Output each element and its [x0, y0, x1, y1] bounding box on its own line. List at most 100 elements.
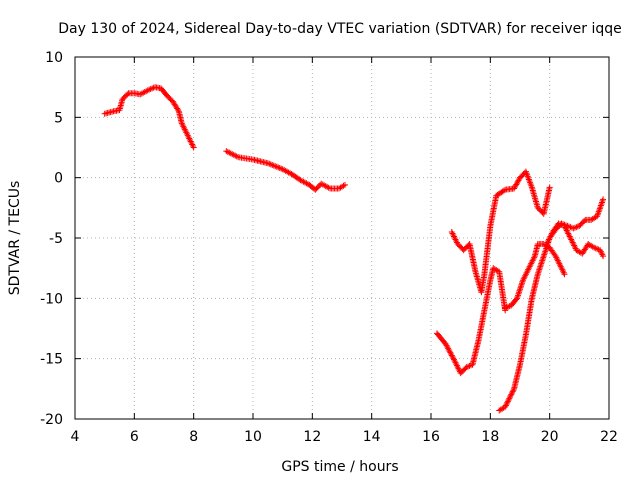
data-point	[515, 177, 522, 184]
data-point	[509, 390, 516, 397]
data-point	[449, 353, 456, 360]
data-point	[592, 245, 599, 252]
series-arc4	[448, 168, 553, 296]
data-point	[581, 218, 588, 225]
data-point	[507, 392, 514, 399]
data-point	[557, 221, 564, 228]
data-point	[567, 224, 574, 231]
data-point	[264, 160, 271, 167]
data-point	[233, 153, 240, 160]
y-tick-label: -10	[40, 291, 63, 307]
data-point	[594, 245, 601, 252]
data-point	[273, 163, 280, 170]
x-tick-label: 12	[303, 429, 321, 445]
data-point	[573, 224, 580, 231]
data-point	[502, 402, 509, 409]
data-point	[146, 86, 153, 93]
data-point	[514, 178, 521, 185]
data-point	[555, 220, 562, 227]
data-point	[561, 271, 568, 278]
data-point	[340, 182, 347, 189]
data-point	[269, 161, 276, 168]
x-tick-label: 10	[244, 429, 262, 445]
data-point	[446, 348, 453, 355]
data-point	[514, 180, 521, 187]
x-tick-label: 22	[600, 429, 618, 445]
data-point	[509, 388, 516, 395]
data-point	[450, 356, 457, 363]
data-point	[445, 345, 452, 352]
data-point	[447, 349, 454, 356]
chart-title: Day 130 of 2024, Sidereal Day-to-day VTE…	[58, 21, 622, 37]
data-point	[505, 303, 512, 310]
data-point	[266, 160, 273, 167]
data-point	[508, 391, 515, 398]
y-axis-label: SDTVAR / TECUs	[7, 181, 23, 296]
data-point	[448, 352, 455, 359]
data-point	[571, 224, 578, 231]
axes: 4 6 8 10 12 14 16 18 20 22 10 5 0 -5 -10 -15 -20	[40, 50, 618, 445]
data-point	[510, 387, 517, 394]
data-point	[448, 351, 455, 358]
data-point	[505, 396, 512, 403]
data-point	[504, 398, 511, 405]
data-point	[149, 85, 156, 92]
x-tick-label: 6	[130, 429, 139, 445]
data-point	[442, 341, 449, 348]
data-point	[267, 161, 274, 168]
data-point	[600, 196, 607, 203]
data-point	[463, 364, 470, 371]
data-point	[502, 403, 509, 410]
y-tick-label: 0	[54, 171, 63, 187]
data-point	[272, 163, 279, 170]
data-point	[570, 225, 577, 232]
data-point	[174, 106, 181, 113]
y-tick-label: 10	[45, 50, 63, 66]
x-tick-label: 20	[541, 429, 559, 445]
data-point	[325, 184, 332, 191]
series-arc2	[223, 148, 348, 193]
data-point	[270, 162, 277, 169]
series-arc7	[543, 220, 607, 260]
series-arc1	[101, 84, 197, 151]
data-point	[546, 184, 553, 191]
y-tick-label: -5	[49, 231, 63, 247]
data-point	[445, 346, 452, 353]
data-point	[598, 250, 605, 257]
data-point	[512, 182, 519, 189]
data-point	[591, 244, 598, 251]
data-point	[450, 355, 457, 362]
data-point	[511, 184, 518, 191]
data-point	[443, 342, 450, 349]
data-point	[506, 395, 513, 402]
data-point	[503, 401, 510, 408]
data-point	[502, 304, 509, 311]
x-axis-label: GPS time / hours	[281, 459, 398, 475]
y-tick-label: 5	[54, 110, 63, 126]
y-tick-label: -20	[40, 412, 63, 428]
grid	[75, 57, 609, 419]
y-tick-label: -15	[40, 352, 63, 368]
data-point	[444, 344, 451, 351]
data-point	[124, 91, 131, 98]
data-point	[341, 181, 348, 188]
data-point	[504, 399, 511, 406]
data-point	[500, 187, 507, 194]
data-series	[101, 84, 607, 414]
x-tick-label: 14	[363, 429, 381, 445]
x-tick-label: 18	[481, 429, 499, 445]
data-point	[506, 394, 513, 401]
series-arc3	[433, 265, 509, 377]
data-point	[511, 185, 518, 192]
data-point	[144, 87, 151, 94]
data-point	[466, 362, 473, 369]
x-tick-label: 16	[422, 429, 440, 445]
data-point	[513, 296, 520, 303]
data-point	[190, 144, 197, 151]
data-point	[275, 164, 282, 171]
data-point	[513, 181, 520, 188]
data-point	[465, 363, 472, 370]
data-point	[147, 85, 154, 92]
x-tick-label: 4	[71, 429, 80, 445]
